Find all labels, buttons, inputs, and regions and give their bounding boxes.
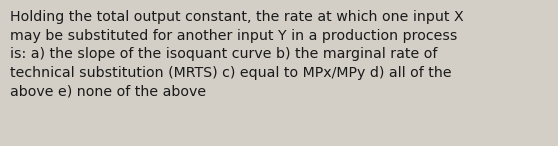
Text: Holding the total output constant, the rate at which one input X
may be substitu: Holding the total output constant, the r… xyxy=(10,10,464,99)
